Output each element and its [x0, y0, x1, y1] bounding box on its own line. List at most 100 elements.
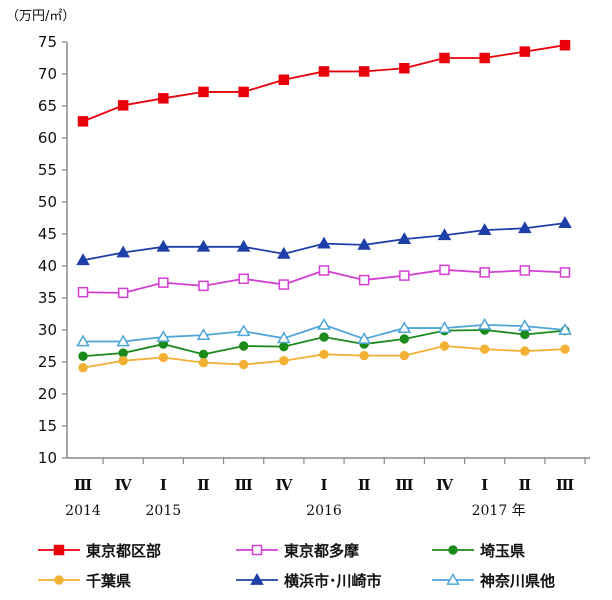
- data-point: [357, 237, 371, 250]
- legend-swatch-marker: [250, 572, 264, 585]
- data-point: [198, 349, 209, 360]
- data-point: [317, 317, 331, 330]
- data-point: [437, 228, 452, 241]
- legend-swatch-marker: [251, 544, 263, 556]
- legend-swatch-marker: [448, 545, 458, 555]
- data-point: [116, 334, 130, 347]
- series-1: [77, 264, 571, 299]
- data-point: [558, 216, 572, 228]
- data-point: [236, 239, 251, 252]
- data-point: [358, 274, 370, 286]
- data-point: [519, 46, 531, 57]
- legend-item: 神奈川県他: [432, 572, 555, 590]
- data-point: [78, 351, 88, 361]
- x-tick-label: Ⅱ: [358, 476, 371, 494]
- y-tick-label: 15: [38, 417, 57, 435]
- data-point: [318, 265, 330, 276]
- data-point: [76, 253, 90, 266]
- x-tick-label: Ⅲ: [235, 476, 253, 494]
- x-tick-label: Ⅲ: [395, 476, 413, 494]
- data-point: [397, 232, 412, 244]
- data-point: [156, 330, 171, 342]
- legend-item: 千葉県: [38, 572, 131, 590]
- x-ticks: Ⅲ Ⅳ Ⅰ Ⅱ Ⅲ Ⅳ Ⅰ Ⅱ Ⅲ Ⅳ Ⅰ Ⅱ Ⅲ 2014 2015 2016 2017 年: [65, 458, 586, 519]
- series-3: [78, 341, 570, 373]
- data-point: [317, 236, 331, 249]
- series-5: [76, 317, 572, 347]
- data-point: [359, 350, 369, 361]
- data-point: [158, 93, 169, 104]
- x-tick-label: Ⅲ: [74, 476, 92, 494]
- data-point: [399, 270, 410, 281]
- data-point: [318, 66, 330, 77]
- legend-label: 千葉県: [86, 572, 131, 590]
- data-point: [277, 331, 291, 344]
- data-point: [519, 265, 531, 276]
- data-point: [479, 52, 490, 64]
- data-point: [399, 334, 410, 344]
- data-point: [236, 324, 251, 337]
- data-point: [439, 52, 450, 64]
- data-point: [279, 341, 289, 352]
- legend-label: 東京都区部: [86, 542, 161, 560]
- data-point: [479, 267, 490, 278]
- data-point: [479, 344, 490, 354]
- x-tick-label: Ⅲ: [556, 476, 574, 494]
- legend-label: 東京都多摩: [284, 542, 360, 560]
- data-point: [118, 348, 128, 358]
- y-ticks: 10 15 20 25 30 35 40 45 50 55 60 65 70 75: [38, 33, 67, 467]
- data-point: [477, 317, 492, 330]
- series-0: [77, 39, 571, 127]
- x-tick-label: Ⅱ: [519, 476, 532, 494]
- data-point: [196, 328, 211, 340]
- data-point: [198, 357, 209, 368]
- data-point: [560, 344, 570, 354]
- x-year-label: 2017 年: [472, 503, 526, 519]
- x-tick-label: Ⅱ: [197, 476, 210, 494]
- data-point: [520, 346, 530, 356]
- data-point: [78, 363, 88, 373]
- y-tick-label: 40: [38, 257, 57, 275]
- y-tick-label: 70: [38, 65, 57, 83]
- x-year-label: 2014: [65, 503, 101, 519]
- data-point: [278, 279, 290, 290]
- data-point: [277, 246, 291, 259]
- data-point: [518, 221, 532, 234]
- legend-swatch-marker: [54, 575, 64, 585]
- data-point: [196, 239, 211, 252]
- x-tick-label: Ⅳ: [115, 476, 133, 494]
- data-point: [319, 349, 329, 360]
- x-tick-label: Ⅰ: [320, 476, 327, 494]
- y-tick-label: 55: [38, 161, 57, 179]
- data-point: [238, 359, 249, 370]
- data-point: [238, 86, 249, 98]
- x-year-label: 2016: [306, 503, 342, 519]
- legend-label: 神奈川県他: [480, 572, 555, 590]
- y-tick-label: 75: [38, 33, 57, 51]
- y-tick-label: 45: [38, 225, 57, 243]
- series-4: [76, 216, 572, 266]
- y-tick-label: 60: [38, 129, 57, 147]
- data-point: [156, 239, 171, 252]
- legend-label: 横浜市･川崎市: [284, 572, 382, 590]
- x-tick-label: Ⅳ: [436, 476, 454, 494]
- y-tick-label: 25: [38, 353, 57, 371]
- legend-swatch-marker: [53, 544, 65, 556]
- x-tick-label: Ⅳ: [275, 476, 293, 494]
- y-tick-label: 50: [38, 193, 57, 211]
- data-point: [158, 352, 169, 363]
- data-point: [399, 62, 410, 74]
- data-point: [76, 334, 90, 347]
- data-point: [520, 329, 530, 340]
- data-point: [198, 280, 209, 292]
- y-tick-label: 65: [38, 97, 57, 115]
- data-point: [319, 332, 329, 342]
- data-point: [437, 321, 452, 333]
- y-tick-label: 20: [38, 385, 57, 403]
- data-point: [558, 322, 572, 335]
- legend-item: 東京都区部: [38, 542, 161, 560]
- data-point: [158, 277, 169, 288]
- series-line: [82, 44, 566, 123]
